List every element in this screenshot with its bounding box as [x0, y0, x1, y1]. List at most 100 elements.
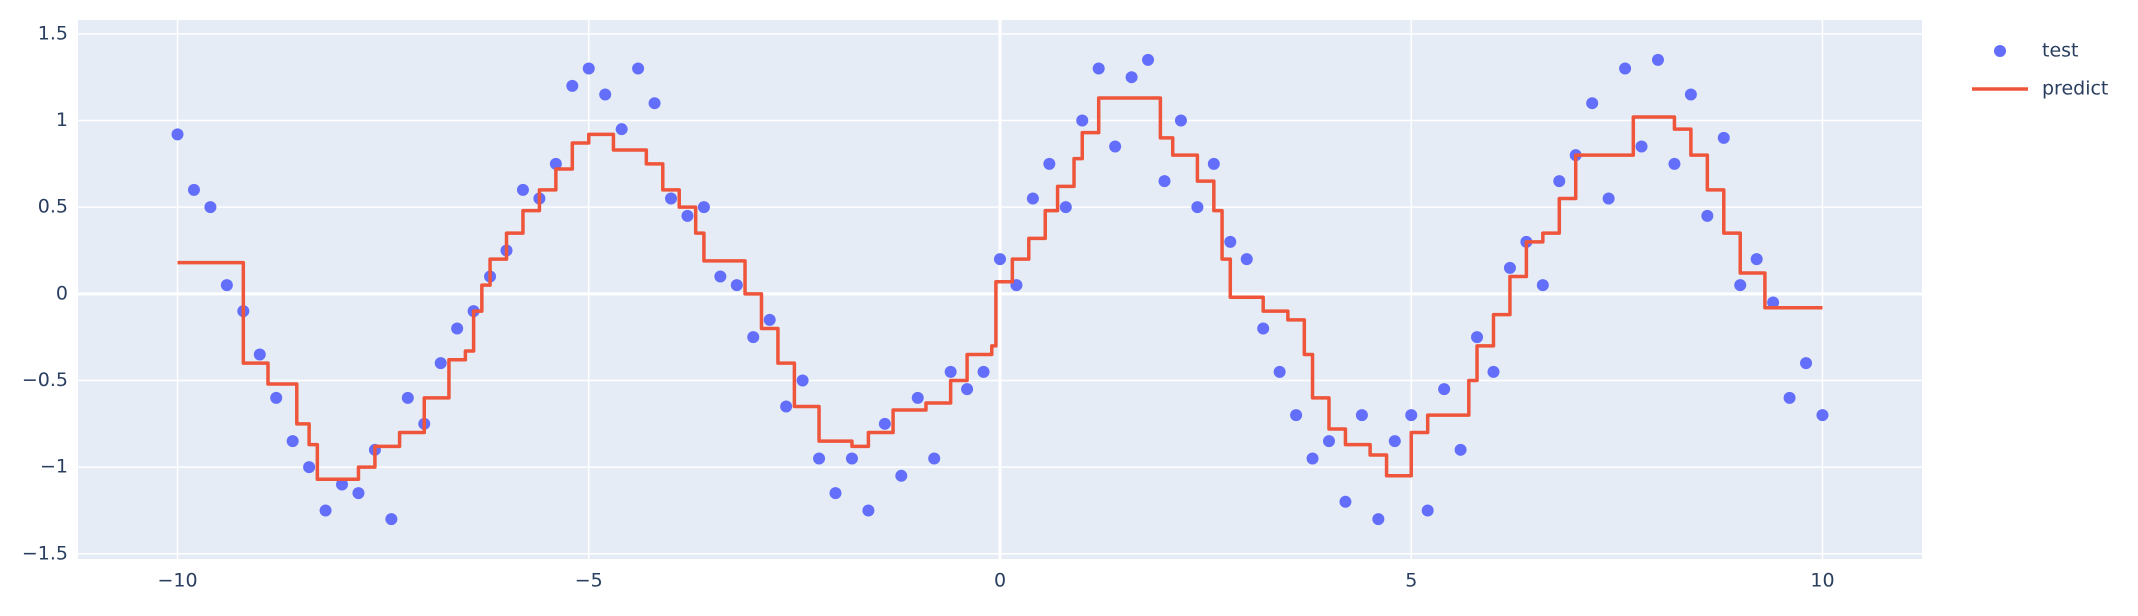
test-point: [1536, 279, 1549, 292]
x-tick-label: 0: [994, 570, 1006, 592]
test-point: [681, 209, 694, 222]
test-point: [845, 452, 858, 465]
test-point: [1043, 157, 1056, 170]
test-point: [599, 88, 612, 101]
test-point: [615, 123, 628, 136]
test-point: [1816, 409, 1829, 422]
test-point: [1306, 452, 1319, 465]
test-point: [862, 504, 875, 517]
test-point: [1701, 209, 1714, 222]
test-point: [336, 478, 349, 491]
test-point: [714, 270, 727, 283]
test-point: [385, 513, 398, 526]
test-point: [582, 62, 595, 75]
test-point: [204, 201, 217, 214]
y-tick-label: −0.5: [22, 369, 68, 391]
test-point: [566, 79, 579, 92]
test-point: [1224, 235, 1237, 248]
y-tick-label: −1: [40, 456, 68, 478]
test-point: [665, 192, 678, 205]
test-point: [961, 383, 974, 396]
test-point: [286, 435, 299, 448]
test-point: [747, 331, 760, 344]
test-point: [1619, 62, 1632, 75]
test-point: [352, 487, 365, 500]
data-layer: [171, 53, 1829, 526]
test-point: [796, 374, 809, 387]
test-point: [1454, 443, 1467, 456]
test-point: [1668, 157, 1681, 170]
test-point: [1257, 322, 1270, 335]
test-point: [763, 313, 776, 326]
test-point: [1767, 296, 1780, 309]
test-point: [1322, 435, 1335, 448]
x-tick-label: −5: [575, 570, 603, 592]
test-point: [1026, 192, 1039, 205]
y-tick-label: 0.5: [38, 196, 68, 218]
test-point: [1174, 114, 1187, 127]
legend-label: predict: [2042, 78, 2108, 100]
test-point: [434, 357, 447, 370]
test-point: [1651, 53, 1664, 66]
test-point: [1800, 357, 1813, 370]
test-point: [632, 62, 645, 75]
test-point: [730, 279, 743, 292]
test-point: [1471, 331, 1484, 344]
test-point: [1783, 391, 1796, 404]
test-point: [451, 322, 464, 335]
test-point: [1273, 365, 1286, 378]
legend-label: test: [2042, 40, 2079, 62]
test-point: [1421, 504, 1434, 517]
test-point: [895, 469, 908, 482]
test-point: [944, 365, 957, 378]
legend-marker: [1994, 45, 2006, 57]
test-point: [1635, 140, 1648, 153]
x-tick-label: 5: [1405, 570, 1417, 592]
test-point: [829, 487, 842, 500]
test-point: [1142, 53, 1155, 66]
test-point: [1290, 409, 1303, 422]
test-point: [1059, 201, 1072, 214]
test-point: [1750, 253, 1763, 266]
y-tick-label: 1: [56, 109, 68, 131]
x-tick-label: −10: [157, 570, 197, 592]
test-point: [303, 461, 316, 474]
test-point: [878, 417, 891, 430]
y-tick-label: 0: [56, 282, 68, 304]
test-point: [813, 452, 826, 465]
test-point: [516, 183, 529, 196]
test-point: [1076, 114, 1089, 127]
y-tick-label: −1.5: [22, 542, 68, 564]
test-point: [1503, 261, 1516, 274]
test-point: [780, 400, 793, 413]
test-point: [1734, 279, 1747, 292]
predict-line: [177, 96, 1823, 482]
test-point: [1405, 409, 1418, 422]
test-point: [1602, 192, 1615, 205]
y-tick-label: 1.5: [38, 22, 68, 44]
test-point: [928, 452, 941, 465]
test-point: [1487, 365, 1500, 378]
test-point: [1191, 201, 1204, 214]
test-point: [549, 157, 562, 170]
test-point: [648, 97, 661, 110]
test-point: [1553, 175, 1566, 188]
test-point: [1438, 383, 1451, 396]
test-point: [1092, 62, 1105, 75]
test-point: [253, 348, 266, 361]
test-point: [977, 365, 990, 378]
test-point: [187, 183, 200, 196]
test-point: [319, 504, 332, 517]
test-point: [270, 391, 283, 404]
test-point: [1388, 435, 1401, 448]
test-point: [1586, 97, 1599, 110]
test-point: [1125, 71, 1138, 84]
test-point: [1717, 131, 1730, 144]
legend: test predict: [1972, 40, 2108, 100]
x-tick-label: 10: [1810, 570, 1834, 592]
test-point: [911, 391, 924, 404]
test-point: [1355, 409, 1368, 422]
test-point: [1240, 253, 1253, 266]
test-point: [1339, 495, 1352, 508]
